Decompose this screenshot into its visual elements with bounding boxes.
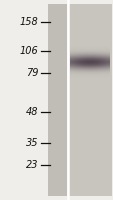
Text: 106: 106 — [20, 46, 38, 56]
Text: 158: 158 — [20, 17, 38, 27]
Text: 35: 35 — [26, 138, 38, 148]
Bar — [47, 4, 67, 196]
Text: 23: 23 — [26, 160, 38, 170]
Text: 79: 79 — [26, 68, 38, 78]
Text: 48: 48 — [26, 107, 38, 117]
Bar — [68, 4, 111, 196]
